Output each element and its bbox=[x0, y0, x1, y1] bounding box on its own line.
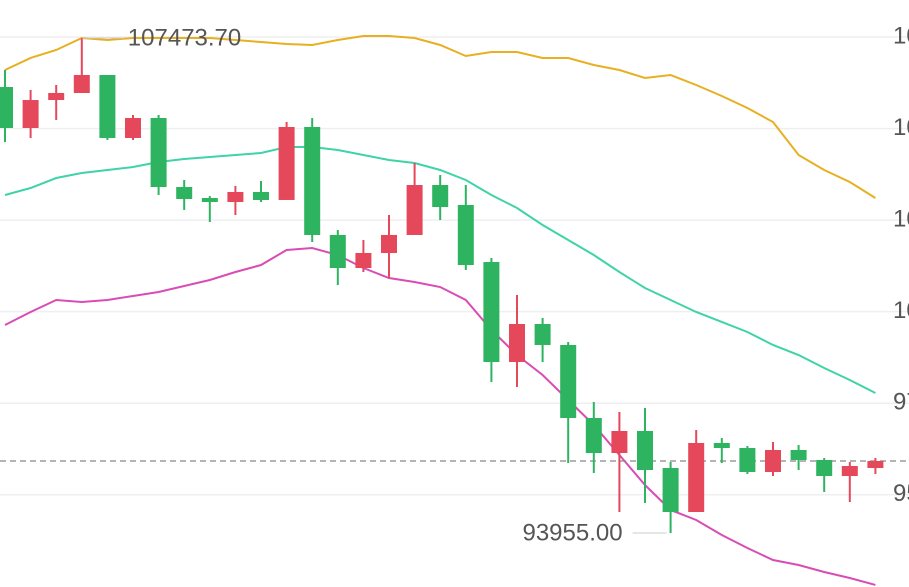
candle-body bbox=[278, 127, 295, 200]
candle-body bbox=[22, 100, 39, 128]
candle-body bbox=[150, 117, 167, 188]
candle-body bbox=[509, 324, 525, 363]
candle-body bbox=[534, 324, 551, 345]
candle-body bbox=[201, 198, 218, 202]
candle-body bbox=[637, 430, 653, 470]
candle-body bbox=[304, 127, 321, 235]
y-tick-label: 105000 bbox=[893, 114, 909, 141]
y-tick-label: 107500 bbox=[893, 22, 909, 49]
candle-body bbox=[0, 87, 13, 128]
candle-body bbox=[176, 187, 193, 199]
candle-body bbox=[227, 191, 244, 202]
candle-body bbox=[483, 262, 500, 363]
middle-band bbox=[4, 145, 876, 394]
candle-body bbox=[790, 449, 807, 460]
candle-body bbox=[48, 92, 65, 101]
candle-body bbox=[867, 460, 884, 469]
candle-body bbox=[457, 204, 474, 266]
candle-body bbox=[381, 234, 397, 254]
annotation-label: 107473.70 bbox=[128, 24, 241, 51]
candle-body bbox=[611, 430, 628, 454]
lower-band bbox=[4, 246, 876, 586]
candle-body bbox=[765, 449, 781, 473]
y-tick-label: 97500 bbox=[893, 389, 909, 416]
upper-band bbox=[4, 35, 876, 199]
candle-body bbox=[662, 468, 679, 512]
candle-body bbox=[329, 234, 346, 269]
candle-body bbox=[739, 448, 756, 473]
candle-body bbox=[816, 459, 833, 476]
candle-body bbox=[432, 185, 449, 208]
candle-body bbox=[585, 417, 602, 454]
y-tick-label: 102500 bbox=[893, 205, 909, 232]
candle-body bbox=[125, 117, 141, 138]
candle-body bbox=[713, 443, 730, 449]
candle-body bbox=[406, 185, 423, 235]
y-tick-label: 100000 bbox=[893, 297, 909, 324]
candle-body bbox=[73, 75, 90, 93]
candle-body bbox=[355, 253, 372, 269]
candle-body bbox=[841, 466, 858, 476]
candle-body bbox=[560, 344, 577, 418]
candle-body bbox=[688, 443, 705, 512]
annotation-label: 93955.00 bbox=[522, 519, 622, 546]
candle-body bbox=[253, 191, 269, 200]
y-tick-label: 95000 bbox=[893, 480, 909, 507]
candle-body bbox=[99, 75, 116, 138]
